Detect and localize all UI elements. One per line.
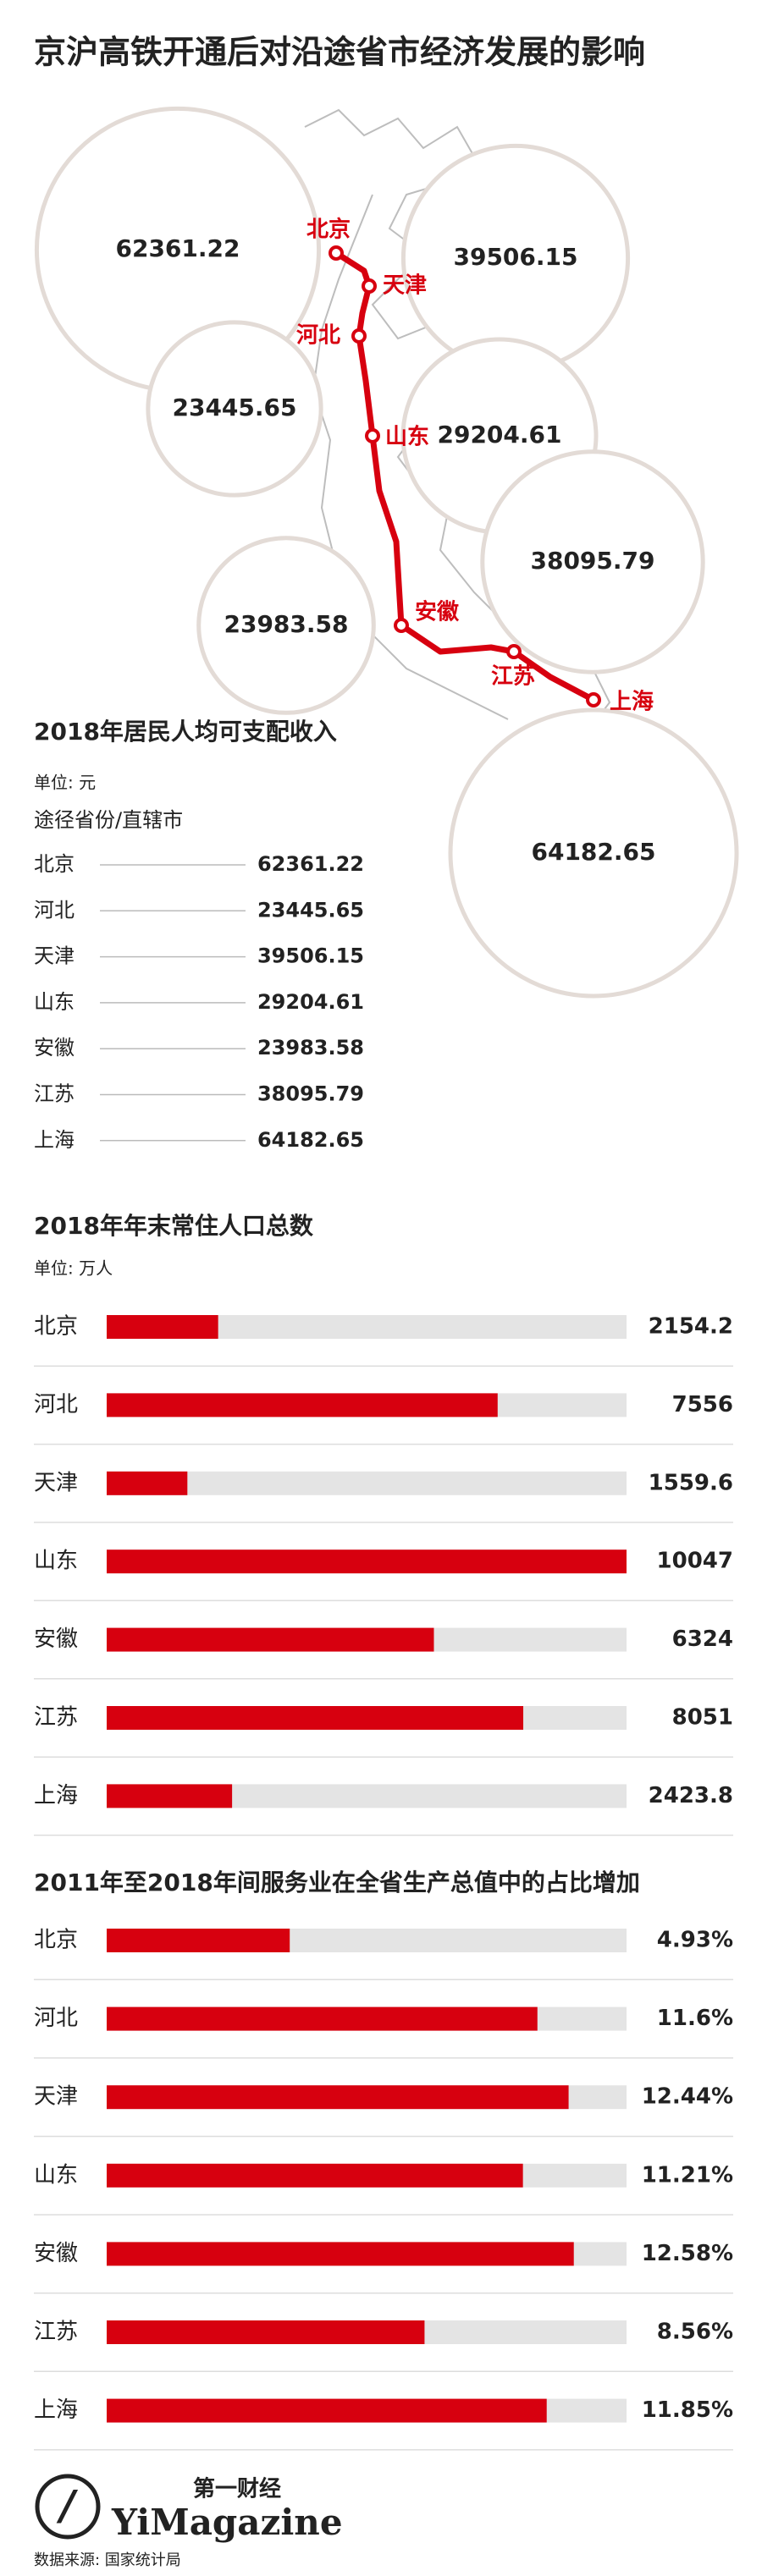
station-label: 安徽: [415, 600, 460, 625]
bubble-label: 23983.58: [224, 610, 348, 638]
category-label: 北京: [34, 1928, 78, 1953]
column-header: 途径省份/直辖市: [34, 808, 183, 832]
unit: 单位: 元: [34, 773, 96, 793]
bubble-label: 64182.65: [531, 838, 655, 866]
station-label: 山东: [385, 424, 429, 450]
bar: [107, 1627, 434, 1652]
bar: [107, 2085, 569, 2110]
bar: [107, 1315, 218, 1339]
category-label: 河北: [34, 1392, 78, 1417]
bar: [107, 1471, 188, 1495]
bar: [107, 2242, 574, 2266]
row-value: 38095.79: [257, 1082, 364, 1106]
station: [362, 278, 377, 294]
station: [365, 428, 380, 443]
chart-title: 2011年至2018年间服务业在全省生产总值中的占比增加: [34, 1869, 640, 1896]
category-label: 河北: [34, 2006, 78, 2031]
bar: [107, 1706, 524, 1730]
bubble-label: 23445.65: [172, 394, 296, 421]
bar: [107, 2320, 425, 2344]
logo-mark: /: [56, 2482, 78, 2529]
chart-title: 2018年年末常住人口总数: [34, 1212, 314, 1240]
value-label: 12.58%: [642, 2241, 733, 2266]
bubble-label: 39506.15: [453, 243, 577, 271]
value-label: 2154.2: [649, 1314, 733, 1340]
row-value: 64182.65: [257, 1128, 364, 1152]
station-label: 北京: [306, 217, 351, 243]
station: [586, 692, 601, 707]
row-value: 23983.58: [257, 1036, 364, 1060]
bubble: [146, 320, 323, 498]
station: [351, 328, 367, 344]
source: 数据来源: 国家统计局: [34, 2551, 181, 2569]
category-label: 江苏: [34, 1705, 78, 1731]
row-name: 天津: [34, 944, 75, 968]
bar: [107, 1393, 498, 1417]
bar: [107, 1549, 627, 1574]
bar-track: [107, 1471, 627, 1495]
category-label: 安徽: [34, 1627, 78, 1652]
category-label: 上海: [34, 2397, 78, 2423]
bar: [107, 2398, 547, 2423]
value-label: 10047: [657, 1549, 733, 1574]
row-name: 河北: [34, 898, 75, 922]
footer: / 第一财经 YiMagazine 数据来源: 国家统计局: [34, 2474, 343, 2569]
row-name: 北京: [34, 852, 75, 876]
value-label: 7556: [672, 1392, 733, 1417]
bubble-label: 38095.79: [530, 547, 654, 575]
bubble: [196, 536, 376, 715]
row-value: 39506.15: [257, 944, 364, 968]
value-label: 1559.6: [649, 1470, 733, 1495]
row-name: 上海: [34, 1128, 75, 1152]
value-label: 4.93%: [657, 1928, 733, 1953]
row-name: 安徽: [34, 1036, 75, 1060]
brand-en: YiMagazine: [111, 2502, 343, 2543]
unit: 单位: 万人: [34, 1258, 113, 1279]
category-label: 江苏: [34, 2320, 78, 2345]
bar: [107, 2006, 538, 2031]
category-label: 上海: [34, 1783, 78, 1808]
row-value: 29204.61: [257, 990, 364, 1014]
bubble: [480, 449, 705, 674]
value-label: 11.21%: [642, 2162, 733, 2188]
row-name: 山东: [34, 990, 75, 1014]
value-label: 6324: [672, 1627, 733, 1652]
value-label: 8.56%: [657, 2320, 733, 2345]
station: [329, 245, 344, 261]
chart-title: 2018年居民人均可支配收入: [34, 718, 337, 746]
value-label: 2423.8: [649, 1783, 733, 1808]
bubble-label: 29204.61: [437, 421, 561, 449]
row-value: 23445.65: [257, 898, 364, 922]
bar: [107, 1784, 233, 1808]
category-label: 山东: [34, 2162, 78, 2188]
value-label: 11.6%: [657, 2006, 733, 2031]
bar: [107, 1929, 290, 1952]
category-label: 山东: [34, 1549, 78, 1574]
station-label: 河北: [296, 323, 340, 349]
bar: [107, 2163, 523, 2188]
station-label: 天津: [383, 273, 427, 299]
logo: [35, 2474, 101, 2540]
row-value: 62361.22: [257, 852, 364, 876]
page-title: 京沪高铁开通后对沿途省市经济发展的影响: [34, 34, 645, 71]
bubble-label: 62361.22: [115, 234, 240, 262]
value-label: 8051: [672, 1705, 733, 1731]
row-name: 江苏: [34, 1082, 75, 1106]
value-label: 12.44%: [642, 2084, 733, 2110]
bubble: [448, 707, 739, 999]
category-label: 天津: [34, 2084, 78, 2110]
station-label: 上海: [610, 690, 654, 715]
route: [334, 250, 595, 703]
station: [394, 618, 409, 633]
category-label: 北京: [34, 1314, 78, 1340]
value-label: 11.85%: [642, 2397, 733, 2423]
category-label: 安徽: [34, 2241, 78, 2266]
station: [506, 644, 522, 659]
station-label: 江苏: [491, 664, 535, 690]
category-label: 天津: [34, 1470, 78, 1495]
brand-cn: 第一财经: [193, 2476, 281, 2502]
